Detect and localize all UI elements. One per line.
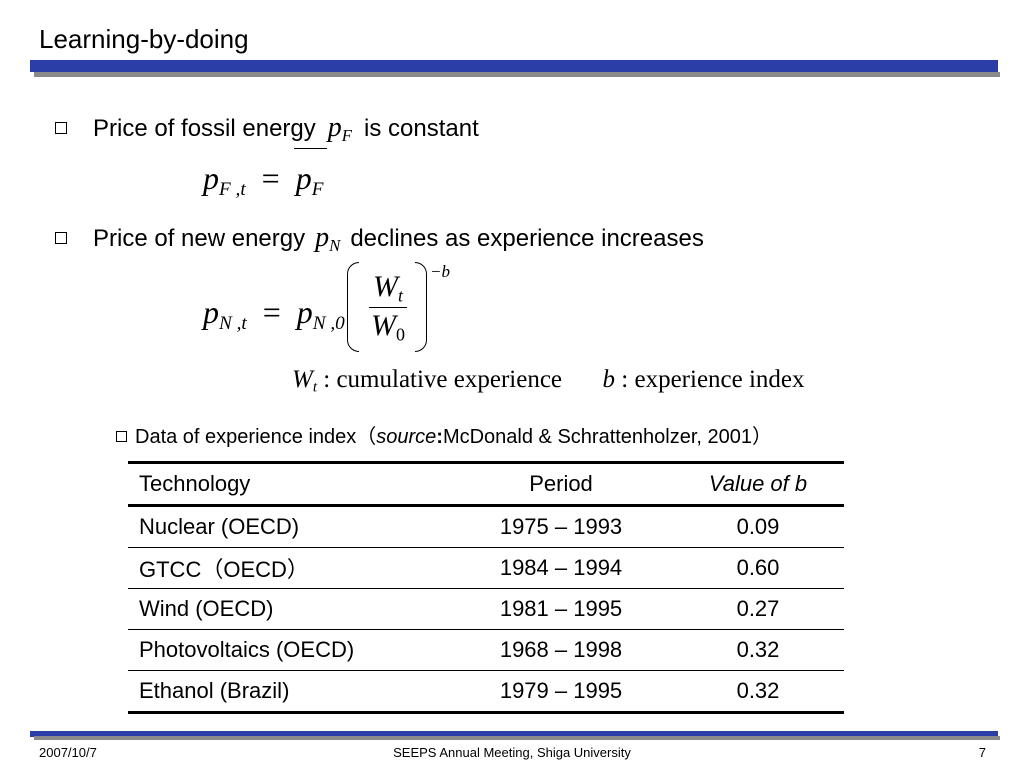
table-row: Photovoltaics (OECD) 1968 – 1998 0.32 xyxy=(128,629,844,671)
cell-value: 0.27 xyxy=(672,588,844,630)
title-bar-fill xyxy=(30,60,998,72)
def-w-colon: : xyxy=(323,366,331,393)
def-w-symbol: W xyxy=(292,366,313,393)
bullet-text-after: declines as experience increases xyxy=(350,225,704,252)
table-row: Wind (OECD) 1981 – 1995 0.27 xyxy=(128,588,844,630)
left-paren xyxy=(347,262,359,352)
page-number: 7 xyxy=(978,745,986,760)
cell-technology: GTCC（OECD） xyxy=(128,547,450,589)
footer-bar xyxy=(30,731,1000,740)
def-w-text: cumulative experience xyxy=(336,366,563,393)
def-b-symbol: b xyxy=(602,366,616,393)
table-row: Ethanol (Brazil) 1979 – 1995 0.32 xyxy=(128,670,844,714)
cell-technology: Nuclear (OECD) xyxy=(128,505,450,548)
fraction-line xyxy=(369,307,407,308)
fraction-denominator: W0 xyxy=(371,309,405,345)
cell-technology: Ethanol (Brazil) xyxy=(128,670,450,714)
eq1-lhs-sub: F ,t xyxy=(219,178,246,200)
eq2-rhs: p xyxy=(296,294,313,330)
equation-fossil-price: pF ,t = pF xyxy=(203,148,328,201)
cell-value: 0.09 xyxy=(672,505,844,548)
cell-period: 1979 – 1995 xyxy=(450,670,672,714)
footer-bar-shadow xyxy=(34,736,1000,740)
eq2-operator: = xyxy=(262,294,281,330)
square-bullet-icon xyxy=(55,232,67,244)
sub-bullet-data-source: Data of experience index（ source: McDonal… xyxy=(116,420,772,449)
fossil-price-symbol: pF xyxy=(327,112,353,146)
new-energy-price-symbol: pN xyxy=(315,222,341,256)
bullet-text-before: Price of fossil energy xyxy=(93,115,316,142)
cell-period: 1975 – 1993 xyxy=(450,505,672,548)
bullet-text-before: Price of new energy xyxy=(93,225,306,252)
def-w-sub: t xyxy=(312,379,317,396)
experience-index-table: Technology Period Value of b Nuclear (OE… xyxy=(128,461,844,714)
eq1-rhs: p xyxy=(295,160,312,196)
cell-period: 1981 – 1995 xyxy=(450,588,672,630)
cell-value: 0.60 xyxy=(672,547,844,589)
eq1-rhs-overbar: pF xyxy=(293,148,328,201)
fraction-exponent: −b xyxy=(430,262,450,281)
def-b-text: experience index xyxy=(634,366,805,393)
table-row: Nuclear (OECD) 1975 – 1993 0.09 xyxy=(128,505,844,548)
source-citation: McDonald & Schrattenholzer, 2001） xyxy=(442,426,773,448)
source-colon: : xyxy=(436,426,443,448)
bullet-fossil-energy: Price of fossil energy pF is constant xyxy=(55,112,479,146)
slide-title: Learning-by-doing xyxy=(39,24,249,54)
def-b-colon: : xyxy=(621,366,629,393)
footer-event: SEEPS Annual Meeting, Shiga University xyxy=(393,745,631,760)
cell-value: 0.32 xyxy=(672,629,844,671)
title-underline-bar xyxy=(30,60,1000,77)
eq1-lhs: p xyxy=(203,160,219,196)
header-period: Period xyxy=(450,461,672,507)
right-paren xyxy=(415,262,427,352)
cell-technology: Photovoltaics (OECD) xyxy=(128,629,450,671)
title-bar-shadow xyxy=(34,72,1000,77)
eq2-lhs-sub: N ,t xyxy=(219,312,247,334)
eq2-rhs-sub: N ,0 xyxy=(312,312,345,334)
eq2-lhs: p xyxy=(203,294,219,330)
eq1-rhs-sub: F xyxy=(311,178,324,200)
table-header-row: Technology Period Value of b xyxy=(128,461,844,507)
square-bullet-icon xyxy=(116,431,127,442)
bullet-new-energy: Price of new energy pN declines as exper… xyxy=(55,222,704,256)
header-technology: Technology xyxy=(128,461,450,507)
header-value-of-b: Value of b xyxy=(672,461,844,507)
equation-new-energy-price: pN ,t = pN ,0 xyxy=(203,294,345,335)
square-bullet-icon xyxy=(55,122,67,134)
cell-period: 1984 – 1994 xyxy=(450,547,672,589)
variable-definitions: Wt : cumulative experience b : experienc… xyxy=(292,366,805,397)
footer-bar-fill xyxy=(30,731,998,737)
table-row: GTCC（OECD） 1984 – 1994 0.60 xyxy=(128,547,844,589)
cell-period: 1968 – 1998 xyxy=(450,629,672,671)
footer-date: 2007/10/7 xyxy=(39,745,97,760)
experience-ratio-fraction: Wt W0 xyxy=(347,262,427,354)
source-label: source xyxy=(376,426,437,448)
bullet-text-after: is constant xyxy=(364,115,479,142)
fraction-numerator: Wt xyxy=(372,270,403,306)
sub-bullet-text: Data of experience index（ xyxy=(135,426,377,448)
cell-value: 0.32 xyxy=(672,670,844,714)
cell-technology: Wind (OECD) xyxy=(128,588,450,630)
eq1-operator: = xyxy=(261,160,280,196)
